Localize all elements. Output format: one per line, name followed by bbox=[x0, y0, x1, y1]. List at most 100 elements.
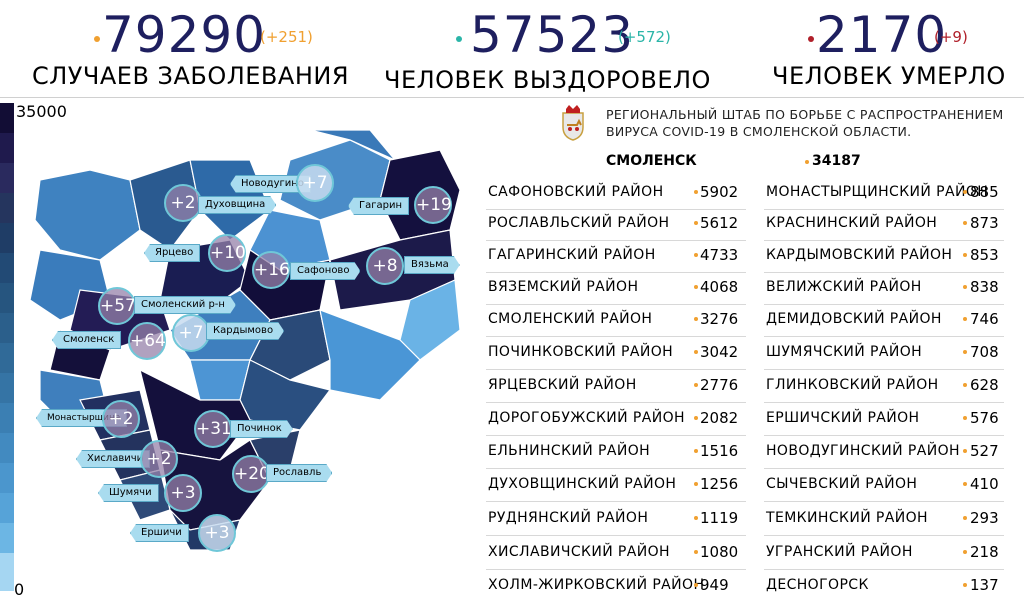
district-name: ГЛИНКОВСКИЙ РАЙОН bbox=[766, 377, 939, 393]
district-name: ДОРОГОБУЖСКИЙ РАЙОН bbox=[488, 410, 685, 426]
map-label-kardymovo: Кардымово bbox=[206, 322, 284, 340]
table-row: ХИСЛАВИЧСКИЙ РАЙОН 1080 bbox=[486, 536, 746, 570]
value-dot bbox=[963, 516, 967, 520]
color-scale bbox=[0, 103, 14, 591]
district-name: ХИСЛАВИЧСКИЙ РАЙОН bbox=[488, 544, 670, 560]
value-dot bbox=[963, 416, 967, 420]
value-dot bbox=[963, 550, 967, 554]
table-row: РУДНЯНСКИЙ РАЙОН 1119 bbox=[486, 502, 746, 536]
district-ugra bbox=[319, 309, 421, 401]
district-value: 628 bbox=[970, 376, 999, 394]
map-bubble-pochinok: +31 bbox=[194, 410, 232, 448]
recovered-delta: (+572) bbox=[618, 28, 671, 46]
district-name: КРАСНИНСКИЙ РАЙОН bbox=[766, 215, 938, 231]
value-dot bbox=[963, 221, 967, 225]
scale-min-label: 0 bbox=[14, 580, 25, 599]
district-value: 410 bbox=[970, 475, 999, 493]
district-value: 873 bbox=[970, 214, 999, 232]
district-value: 746 bbox=[970, 310, 999, 328]
table-row: СЫЧЕВСКИЙ РАЙОН 410 bbox=[764, 468, 1004, 502]
cases-dot bbox=[94, 36, 100, 42]
value-dot bbox=[694, 550, 698, 554]
district-name: ВЯЗЕМСКИЙ РАЙОН bbox=[488, 279, 639, 295]
district-name: ВЕЛИЖСКИЙ РАЙОН bbox=[766, 279, 922, 295]
cases-value: 79290 bbox=[102, 6, 267, 64]
recovered-stat: 57523 (+572) ЧЕЛОВЕК ВЫЗДОРОВЕЛО bbox=[380, 6, 710, 96]
district-name: ШУМЯЧСКИЙ РАЙОН bbox=[766, 344, 923, 360]
district-name: ДУХОВЩИНСКИЙ РАЙОН bbox=[488, 476, 677, 492]
table-row: ДОРОГОБУЖСКИЙ РАЙОН 2082 bbox=[486, 402, 746, 436]
district-name: СЫЧЕВСКИЙ РАЙОН bbox=[766, 476, 918, 492]
district-value: 1256 bbox=[700, 475, 739, 493]
city-dot bbox=[805, 160, 809, 164]
value-dot bbox=[694, 253, 698, 257]
value-dot bbox=[694, 516, 698, 520]
map-bubble-roslavl: +20 bbox=[232, 455, 270, 493]
table-row: ЕРШИЧСКИЙ РАЙОН 576 bbox=[764, 402, 1004, 436]
map-label-smolensk: Смоленск bbox=[52, 331, 122, 349]
table-row: ХОЛМ-ЖИРКОВСКИЙ РАЙОН 949 bbox=[486, 569, 746, 602]
district-value: 2776 bbox=[700, 376, 739, 394]
district-name: РУДНЯНСКИЙ РАЙОН bbox=[488, 510, 649, 526]
table-row: МОНАСТЫРЩИНСКИЙ РАЙОН 885 bbox=[764, 176, 1004, 210]
district-value: 4068 bbox=[700, 278, 739, 296]
district-value: 5612 bbox=[700, 214, 739, 232]
map-label-shumyachi: Шумячи bbox=[98, 484, 159, 502]
district-name: ПОЧИНКОВСКИЙ РАЙОН bbox=[488, 344, 674, 360]
table-row: СМОЛЕНСКИЙ РАЙОН 3276 bbox=[486, 303, 746, 337]
deaths-dot bbox=[808, 36, 814, 42]
table-row: РОСЛАВЛЬСКИЙ РАЙОН 5612 bbox=[486, 207, 746, 241]
value-dot bbox=[694, 350, 698, 354]
district-name: СМОЛЕНСКИЙ РАЙОН bbox=[488, 311, 653, 327]
recovered-label: ЧЕЛОВЕК ВЫЗДОРОВЕЛО bbox=[384, 66, 711, 94]
recovered-dot bbox=[456, 36, 462, 42]
deaths-stat: 2170 (+9) ЧЕЛОВЕК УМЕРЛО bbox=[770, 6, 1020, 96]
value-dot bbox=[694, 416, 698, 420]
table-row: ЯРЦЕВСКИЙ РАЙОН 2776 bbox=[486, 369, 746, 403]
map-label-safonovo: Сафоново bbox=[290, 262, 360, 280]
district-value: 218 bbox=[970, 543, 999, 561]
district-name: САФОНОВСКИЙ РАЙОН bbox=[488, 184, 664, 200]
cases-delta: (+251) bbox=[260, 28, 313, 46]
district-value: 137 bbox=[970, 576, 999, 594]
district-value: 576 bbox=[970, 409, 999, 427]
table-row: ПОЧИНКОВСКИЙ РАЙОН 3042 bbox=[486, 336, 746, 370]
district-value: 3042 bbox=[700, 343, 739, 361]
district-name: ЯРЦЕВСКИЙ РАЙОН bbox=[488, 377, 637, 393]
map-label-yershichi: Ершичи bbox=[130, 524, 189, 542]
table-row: ВЯЗЕМСКИЙ РАЙОН 4068 bbox=[486, 271, 746, 305]
district-value: 527 bbox=[970, 442, 999, 460]
district-velizh bbox=[34, 169, 141, 261]
district-name: ЕЛЬНИНСКИЙ РАЙОН bbox=[488, 443, 651, 459]
district-value: 2082 bbox=[700, 409, 739, 427]
map-bubble-vyazma: +8 bbox=[366, 247, 404, 285]
value-dot bbox=[694, 317, 698, 321]
district-name: КАРДЫМОВСКИЙ РАЙОН bbox=[766, 247, 953, 263]
value-dot bbox=[963, 317, 967, 321]
map-label-pochinok: Починок bbox=[230, 420, 293, 438]
district-value: 3276 bbox=[700, 310, 739, 328]
district-value: 708 bbox=[970, 343, 999, 361]
district-name: УГРАНСКИЙ РАЙОН bbox=[766, 544, 913, 560]
map-label-dukhovshchina: Духовщина bbox=[198, 196, 276, 214]
district-name: МОНАСТЫРЩИНСКИЙ РАЙОН bbox=[766, 184, 989, 200]
district-name: НОВОДУГИНСКИЙ РАЙОН bbox=[766, 443, 960, 459]
city-name: СМОЛЕНСК bbox=[606, 153, 697, 169]
hq-title: РЕГИОНАЛЬНЫЙ ШТАБ ПО БОРЬБЕ С РАСПРОСТРА… bbox=[606, 106, 1004, 140]
district-value: 853 bbox=[970, 246, 999, 264]
hq-title-line1: РЕГИОНАЛЬНЫЙ ШТАБ ПО БОРЬБЕ С РАСПРОСТРА… bbox=[606, 107, 1004, 122]
district-name: ТЕМКИНСКИЙ РАЙОН bbox=[766, 510, 928, 526]
map-label-smolensky-district: Смоленский р-н bbox=[134, 296, 236, 314]
value-dot bbox=[694, 383, 698, 387]
district-name: ДЕМИДОВСКИЙ РАЙОН bbox=[766, 311, 942, 327]
value-dot bbox=[963, 583, 967, 587]
value-dot bbox=[963, 449, 967, 453]
district-value: 5902 bbox=[700, 183, 739, 201]
map-bubble-monastyrshchina: +2 bbox=[102, 400, 140, 438]
deaths-delta: (+9) bbox=[934, 28, 968, 46]
map-bubble-yershichi: +3 bbox=[198, 514, 236, 552]
district-value: 4733 bbox=[700, 246, 739, 264]
table-row: ГЛИНКОВСКИЙ РАЙОН 628 bbox=[764, 369, 1004, 403]
map-bubble-kardymovo: +7 bbox=[172, 314, 210, 352]
table-row: УГРАНСКИЙ РАЙОН 218 bbox=[764, 536, 1004, 570]
